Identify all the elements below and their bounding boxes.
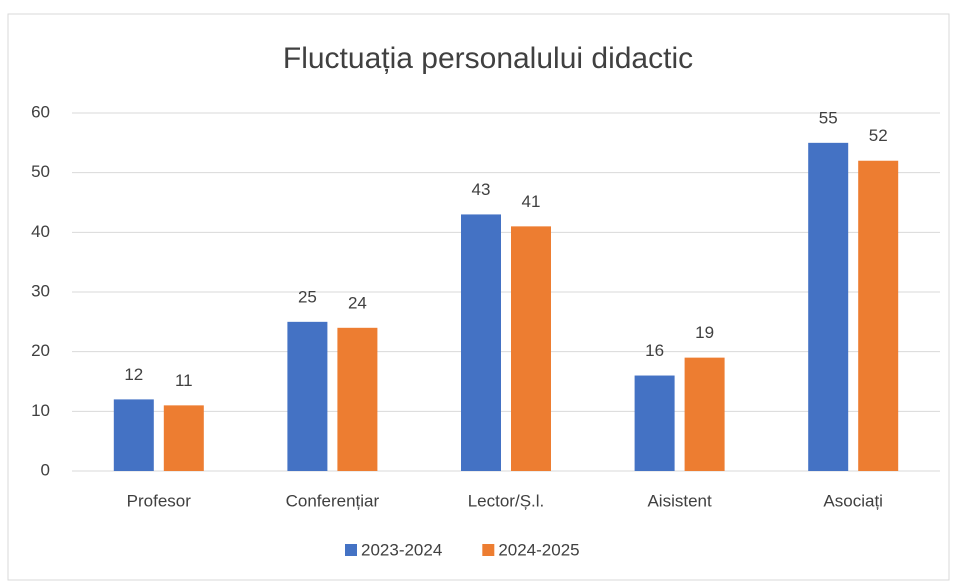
legend-swatch <box>482 544 495 556</box>
bar <box>858 160 899 471</box>
bar <box>163 405 204 471</box>
bar <box>511 226 551 471</box>
data-label: 19 <box>695 323 714 342</box>
bar <box>113 399 154 471</box>
x-tick-label: Aisistent <box>647 491 712 510</box>
data-label: 55 <box>819 108 838 127</box>
legend-label: 2024-2025 <box>498 540 579 559</box>
data-label: 11 <box>175 371 193 390</box>
bar <box>808 142 849 472</box>
bar <box>337 327 378 471</box>
y-tick-label: 30 <box>31 281 50 300</box>
data-label: 52 <box>869 126 888 145</box>
y-tick-label: 40 <box>31 222 50 241</box>
x-tick-label: Conferențiar <box>286 491 380 510</box>
y-tick-label: 20 <box>31 341 50 360</box>
bar <box>634 375 675 471</box>
data-label: 43 <box>472 180 491 199</box>
legend-label: 2023-2024 <box>361 540 442 559</box>
x-tick-label: Profesor <box>127 491 192 510</box>
chart-title: Fluctuația personalului didactic <box>283 42 693 75</box>
y-tick-label: 60 <box>31 102 50 121</box>
data-label: 24 <box>348 293 367 312</box>
bar <box>287 321 328 471</box>
data-label: 16 <box>645 341 664 360</box>
legend-swatch <box>345 544 357 556</box>
y-tick-label: 50 <box>31 162 50 181</box>
x-tick-label: Lector/Ș.l. <box>468 491 545 510</box>
y-tick-label: 10 <box>31 401 50 420</box>
data-label: 25 <box>298 287 317 306</box>
bar <box>461 214 501 471</box>
bar <box>684 357 725 471</box>
x-tick-label: Asociați <box>823 491 883 510</box>
data-label: 41 <box>522 192 541 211</box>
data-label: 12 <box>124 365 143 384</box>
y-tick-label: 0 <box>41 460 50 479</box>
